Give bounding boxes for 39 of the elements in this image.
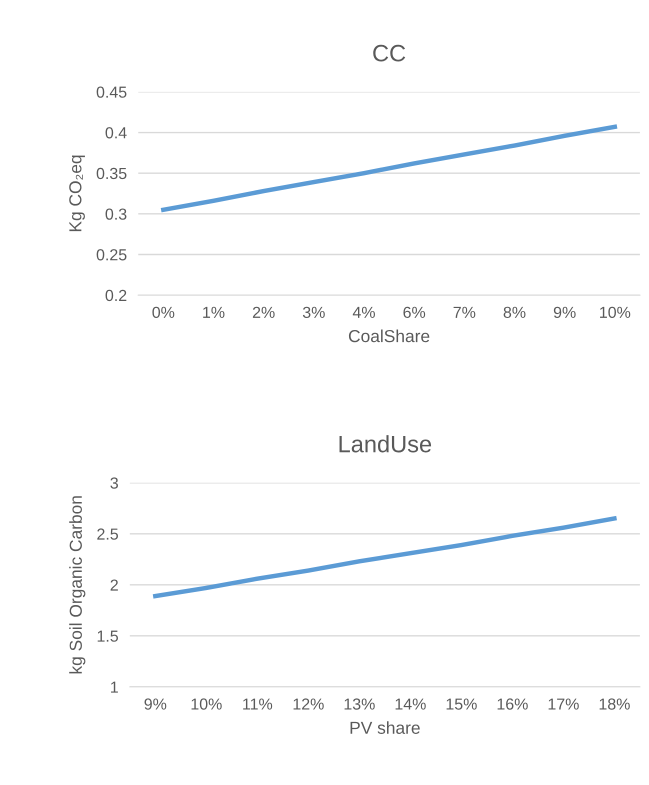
chart-title: LandUse [340,435,432,452]
x-tick-label: 0% [152,306,174,318]
x-tick-label: 6% [403,306,426,318]
x-tick-label: 18% [600,698,630,710]
line-series [153,516,617,598]
chart-title: CC [373,44,406,62]
y-tick-label: 1 [111,682,118,693]
y-tick-label: 2.5 [97,528,118,540]
x-tick-label: 1% [203,306,224,318]
y-tick-label: 0.35 [96,168,126,180]
x-tick-label: 16% [498,698,528,710]
x-tick-label: 10% [600,306,630,318]
x-axis-title: PV share [350,721,420,734]
x-tick-label: 12% [294,698,324,710]
x-tick-label: 15% [446,698,477,710]
x-tick-label: 14% [396,698,426,710]
x-tick-label: 8% [504,306,526,318]
y-tick-label: 0.45 [96,86,126,98]
x-tick-label: 11% [243,698,272,710]
x-tick-label: 9% [554,306,576,318]
x-tick-label: 9% [144,698,166,710]
x-tick-label: 13% [344,698,375,710]
x-tick-label: 2% [252,306,275,318]
y-tick-label: 1.5 [98,630,118,642]
y-axis-title: Kg CO₂eq [69,156,85,232]
x-axis-title: CoalShare [348,329,430,342]
x-tick-label: 3% [302,306,325,318]
x-tick-label: 7% [454,306,476,318]
y-tick-label: 0.2 [106,290,126,302]
line-series [161,124,618,212]
y-tick-label: 3 [110,477,118,489]
y-tick-label: 0.3 [106,208,126,220]
y-tick-label: 2 [110,579,118,591]
y-axis-title: kg Soil Organic Carbon [69,496,86,674]
y-tick-label: 0.4 [106,127,127,138]
x-tick-label: 10% [192,698,222,710]
x-tick-label: 17% [548,698,579,710]
x-tick-label: 4% [352,306,375,318]
y-tick-label: 0.25 [96,249,126,260]
